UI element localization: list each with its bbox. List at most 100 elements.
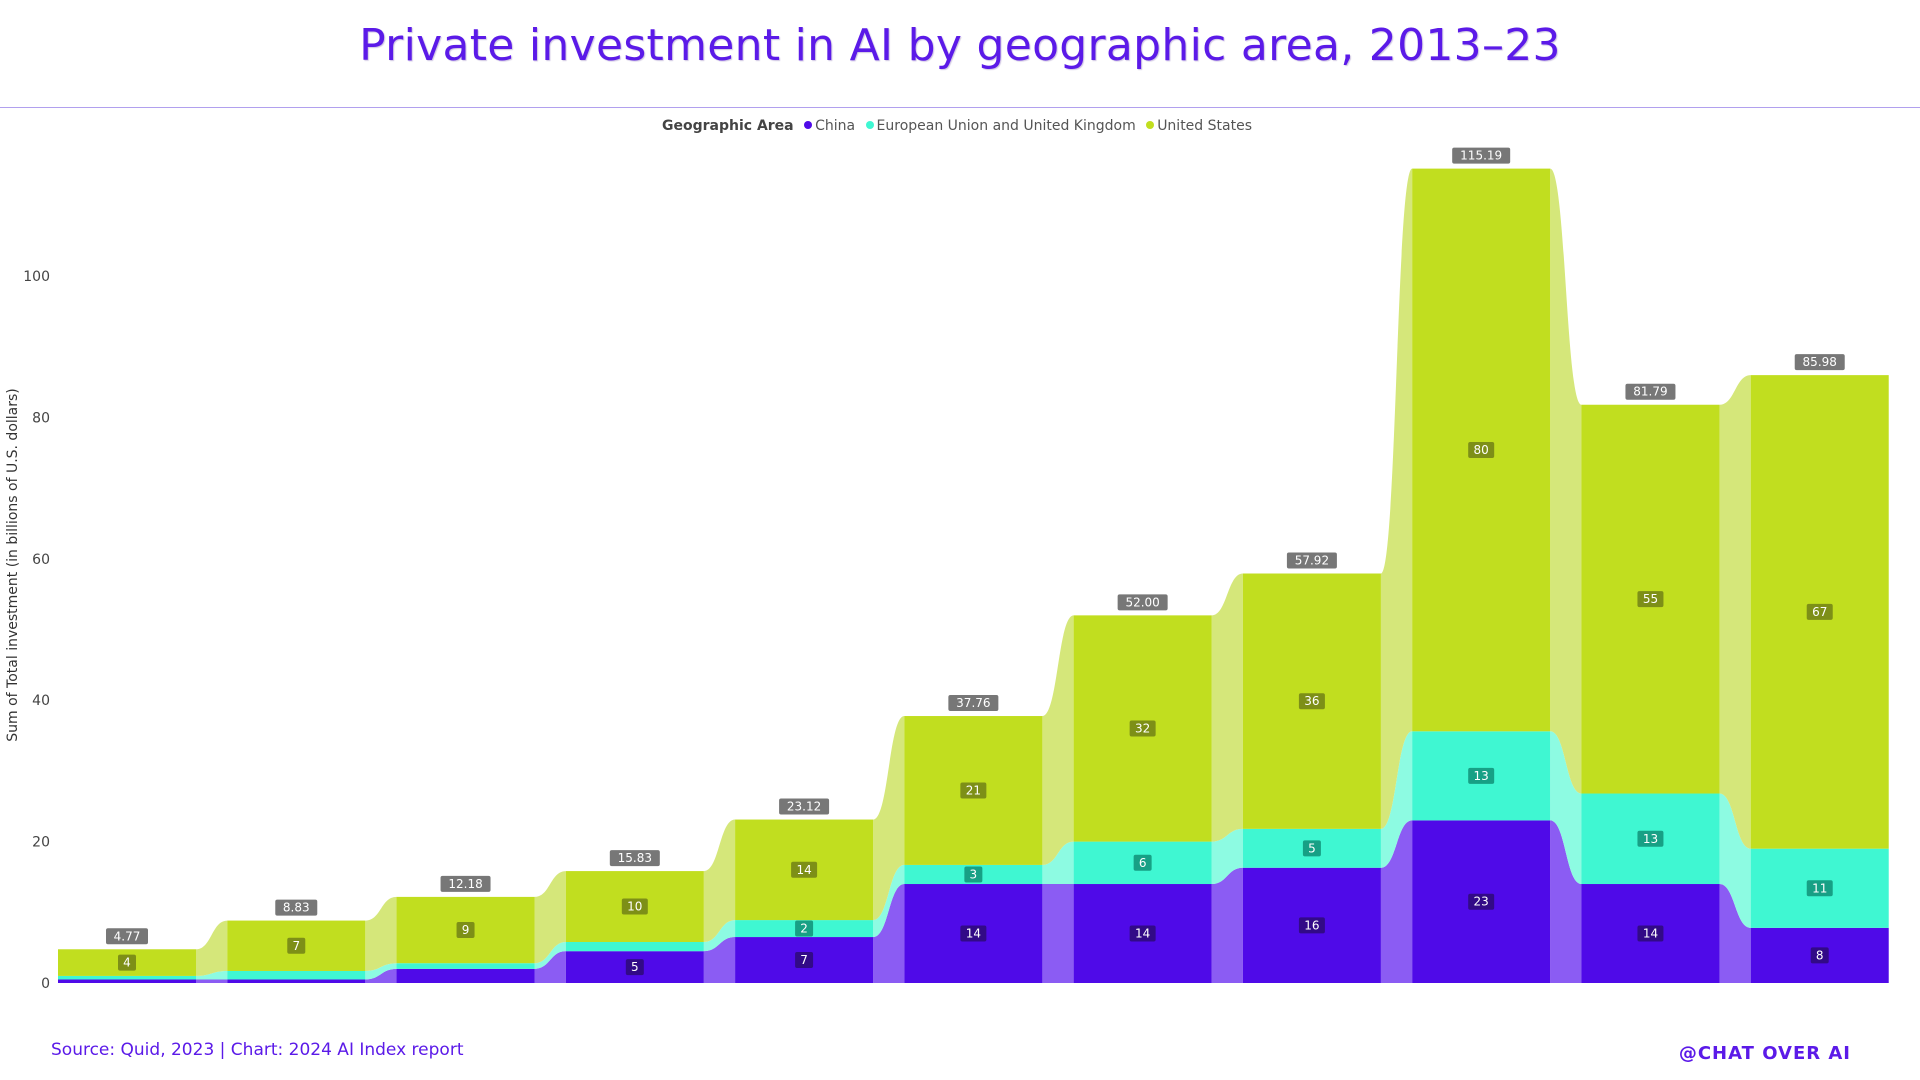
value-badge-us-2021 [1468,441,1495,458]
total-label-2019: 52.00 [1125,595,1159,609]
value-label-china-2018: 14 [966,927,981,941]
value-badge-china-2017 [795,952,814,969]
title-divider [0,107,1920,108]
value-badge-us-2020 [1298,693,1325,710]
total-label-2023: 85.98 [1803,355,1837,369]
bar-segment-china-2013 [58,979,196,983]
value-label-eu-uk-2017: 2 [800,922,808,936]
transition-band-eu-uk [873,864,905,938]
transition-band-eu-uk [1550,731,1582,885]
value-label-us-2014: 7 [292,939,300,953]
total-badge-2015 [440,875,491,892]
stacked-bar-chart: 4 4.77 7 8.83 9 12.18 5 10 15.83 7 2 14 23.12 14 3 21 37… [23,147,1889,992]
value-badge-us-2016 [621,898,648,915]
value-label-us-2022: 55 [1643,592,1658,606]
transition-band-china [1550,820,1582,983]
total-label-2016: 15.83 [618,851,652,865]
value-badge-us-2022 [1637,591,1664,608]
transition-band-us [1211,573,1243,842]
value-badge-us-2017 [791,861,818,878]
legend-label-us: United States [1157,118,1252,134]
transition-band-us [196,920,228,976]
value-label-china-2020: 16 [1304,918,1319,932]
transition-band-china [365,968,397,983]
value-label-china-2021: 23 [1474,895,1489,909]
value-label-eu-uk-2021: 13 [1474,769,1489,783]
total-label-2021: 115.19 [1460,149,1502,163]
transition-band-china [1380,820,1413,983]
value-label-us-2013: 4 [123,956,131,970]
bar-segment-china-2015 [396,968,535,983]
transition-band-eu-uk [1042,841,1074,885]
legend-label-china: China [815,118,856,134]
y-tick-label-60: 60 [32,552,50,568]
total-badge-2021 [1452,147,1511,164]
value-badge-china-2018 [960,925,987,942]
transition-band-us [365,896,397,971]
transition-band-china [1042,884,1074,983]
value-label-eu-uk-2020: 5 [1308,841,1316,855]
transition-band-us [1042,615,1074,865]
value-label-us-2023: 67 [1812,605,1827,619]
y-tick-label-20: 20 [32,835,50,851]
value-label-us-2020: 36 [1304,694,1319,708]
total-badge-2019 [1117,594,1168,611]
legend-dot-eu-uk [865,121,874,129]
value-label-us-2016: 10 [627,900,642,914]
transition-band-us [1550,168,1582,794]
value-badge-eu-uk-2021 [1468,767,1495,784]
value-label-us-2019: 32 [1135,721,1150,735]
total-label-2020: 57.92 [1295,554,1329,568]
total-label-2013: 4.77 [114,929,141,943]
value-badge-china-2016 [625,959,644,976]
transition-band-us [1719,375,1751,849]
value-label-eu-uk-2019: 6 [1139,856,1147,870]
value-label-china-2023: 8 [1816,948,1824,962]
bar-segment-eu-uk-2016 [565,941,704,952]
value-label-us-2021: 80 [1474,443,1489,457]
total-label-2018: 37.76 [956,696,990,710]
transition-band-eu-uk [196,970,228,980]
bar-segment-eu-uk-2013 [58,975,196,980]
legend-item-china[interactable]: China [804,118,855,134]
legend-item-us[interactable]: United States [1146,118,1252,134]
total-label-2014: 8.83 [283,901,310,915]
total-badge-2017 [779,798,830,815]
total-label-2022: 81.79 [1633,385,1667,399]
value-badge-us-2019 [1129,720,1156,737]
value-badge-eu-uk-2019 [1133,854,1152,871]
transition-band-china [534,951,566,983]
value-label-eu-uk-2023: 11 [1812,881,1827,895]
transition-band-eu-uk [1719,793,1751,928]
value-label-china-2017: 7 [800,953,808,967]
total-badge-2013 [106,928,148,945]
transition-band-eu-uk [534,941,566,969]
y-tick-label-0: 0 [41,976,50,992]
value-label-us-2015: 9 [462,923,470,937]
value-label-eu-uk-2018: 3 [970,867,978,881]
value-badge-china-2020 [1298,917,1325,934]
total-label-2015: 12.18 [448,877,482,891]
transition-band-us [534,871,566,964]
value-badge-us-2014 [287,937,306,954]
total-badge-2016 [609,850,660,867]
source-note: Source: Quid, 2023 | Chart: 2024 AI Inde… [51,1040,464,1060]
value-badge-us-2015 [456,922,475,939]
value-label-eu-uk-2022: 13 [1643,832,1658,846]
value-label-us-2017: 14 [796,863,811,877]
legend-dot-china [804,121,813,129]
total-label-2017: 23.12 [787,800,821,814]
transition-band-china [1211,867,1243,983]
transition-band-us [1380,168,1413,829]
value-badge-eu-uk-2022 [1637,830,1664,847]
value-badge-china-2019 [1129,925,1156,942]
bar-segment-eu-uk-2015 [396,963,535,969]
total-badge-2022 [1625,383,1676,400]
value-label-china-2016: 5 [631,960,639,974]
value-badge-eu-uk-2020 [1302,840,1321,857]
transition-band-china [703,937,736,983]
y-tick-label-40: 40 [32,693,50,709]
value-badge-us-2018 [960,782,987,799]
legend-item-eu-uk[interactable]: European Union and United Kingdom [865,118,1136,134]
transition-band-china [1719,884,1751,983]
